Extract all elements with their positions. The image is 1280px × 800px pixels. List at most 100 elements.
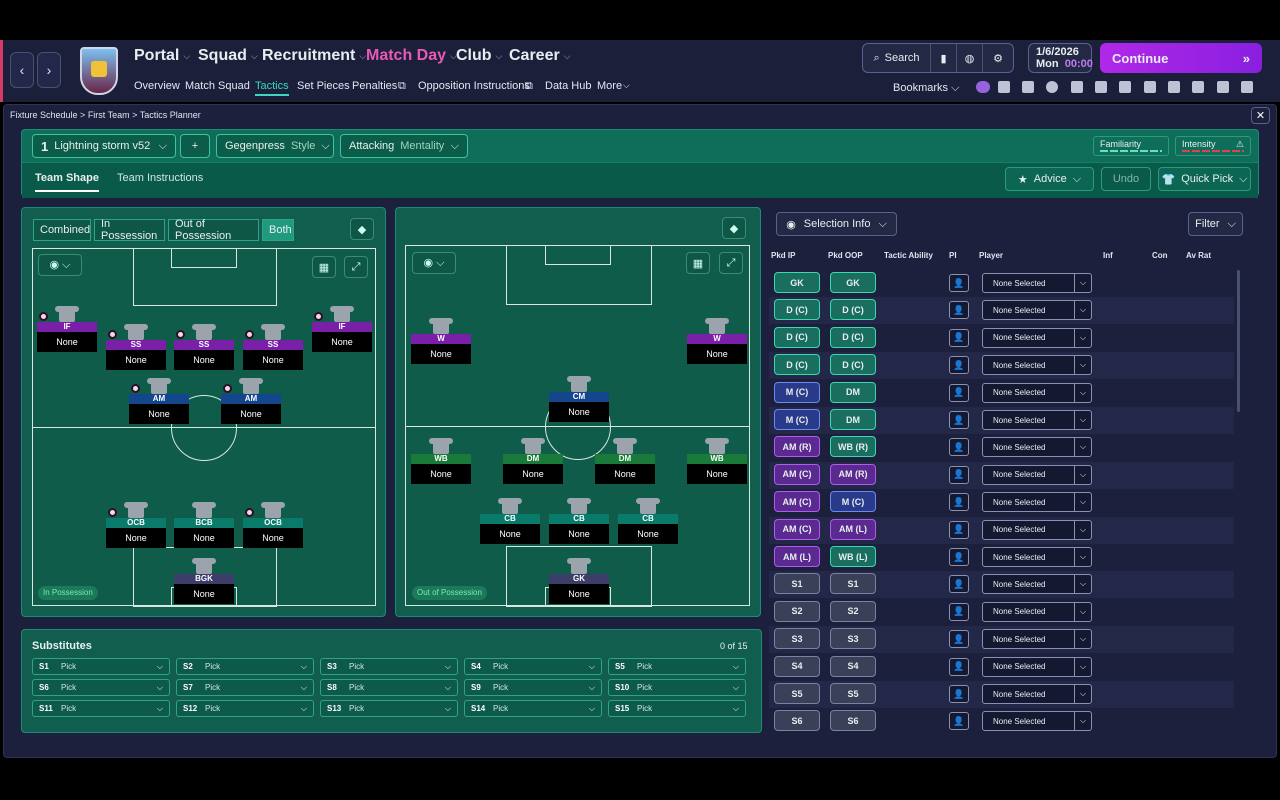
substitute-slot[interactable]: S6 Pick ⌵ — [32, 679, 170, 696]
add-tactic-button[interactable]: + — [180, 134, 210, 158]
picked-oop-position[interactable]: S3 — [830, 628, 876, 650]
player-select[interactable]: None Selected ⌵ — [982, 547, 1092, 567]
bookmark-badge-icon[interactable] — [976, 81, 990, 93]
picked-oop-position[interactable]: D (C) — [830, 326, 876, 348]
menu-match-day[interactable]: Match Day ⌵ — [366, 47, 457, 65]
substitute-slot[interactable]: S3 Pick ⌵ — [320, 658, 458, 675]
player-card[interactable]: AM None — [221, 378, 281, 426]
picked-oop-position[interactable]: DM — [830, 409, 876, 430]
player-select[interactable]: None Selected ⌵ — [982, 711, 1092, 732]
filter-dropdown[interactable]: Filter ⌵ — [1188, 212, 1243, 236]
menu-recruitment[interactable]: Recruitment ⌵ — [262, 47, 366, 65]
player-select[interactable]: None Selected ⌵ — [982, 327, 1092, 348]
player-instructions-button[interactable]: 👤 — [949, 630, 969, 649]
picked-oop-position[interactable]: AM (L) — [830, 518, 876, 540]
picked-ip-position[interactable]: AM (C) — [774, 491, 820, 513]
substitute-slot[interactable]: S10 Pick ⌵ — [608, 679, 746, 696]
player-instructions-button[interactable]: 👤 — [949, 493, 969, 512]
notifications-button[interactable]: ◍ — [957, 44, 983, 72]
undo-button[interactable]: Undo — [1101, 167, 1151, 191]
formation-button[interactable]: ◆ — [722, 217, 746, 239]
picked-oop-position[interactable]: WB (R) — [830, 436, 876, 458]
player-select[interactable]: None Selected ⌵ — [982, 656, 1092, 677]
medical-icon[interactable] — [1095, 81, 1107, 93]
expand-button[interactable]: ⤢ — [719, 252, 743, 274]
picked-oop-position[interactable]: S1 — [830, 573, 876, 595]
column-header[interactable]: Pkd IP — [771, 251, 796, 260]
calendar-icon[interactable] — [1217, 81, 1229, 93]
view-in-possession[interactable]: In Possession — [94, 218, 165, 242]
picked-ip-position[interactable]: D (C) — [774, 354, 820, 376]
substitute-slot[interactable]: S7 Pick ⌵ — [176, 679, 314, 696]
player-instructions-button[interactable]: 👤 — [949, 602, 969, 621]
player-select[interactable]: None Selected ⌵ — [982, 684, 1092, 704]
picked-oop-position[interactable]: M (C) — [830, 491, 876, 513]
player-select[interactable]: None Selected ⌵ — [982, 300, 1092, 321]
player-instructions-button[interactable]: 👤 — [949, 356, 969, 375]
player-card[interactable]: SS None — [243, 324, 303, 372]
report-icon[interactable] — [1144, 81, 1156, 93]
picked-ip-position[interactable]: AM (C) — [774, 463, 820, 485]
notes-icon[interactable] — [1022, 81, 1034, 93]
submenu-overview[interactable]: Overview — [134, 80, 180, 92]
picked-ip-position[interactable]: S5 — [774, 683, 820, 704]
picked-ip-position[interactable]: AM (C) — [774, 518, 820, 540]
player-card[interactable]: CB None — [618, 498, 678, 546]
settings-button[interactable]: ⚙ — [983, 44, 1013, 72]
player-card[interactable]: W None — [687, 318, 747, 366]
visibility-toggle[interactable]: ◉ ⌵ — [412, 252, 456, 274]
player-select[interactable]: None Selected ⌵ — [982, 574, 1092, 595]
player-instructions-button[interactable]: 👤 — [949, 274, 969, 292]
column-header[interactable]: Pkd OOP — [828, 251, 863, 260]
player-card[interactable]: IF None — [312, 306, 372, 354]
megaphone-icon[interactable] — [1168, 81, 1180, 93]
picked-ip-position[interactable]: M (C) — [774, 381, 820, 403]
player-card[interactable]: W None — [411, 318, 471, 366]
player-instructions-button[interactable]: 👤 — [949, 465, 969, 484]
player-instructions-button[interactable]: 👤 — [949, 548, 969, 566]
picked-oop-position[interactable]: D (C) — [830, 299, 876, 321]
player-select[interactable]: None Selected ⌵ — [982, 601, 1092, 622]
clipboard-icon[interactable] — [1241, 81, 1253, 93]
substitute-slot[interactable]: S4 Pick ⌵ — [464, 658, 602, 675]
staff-icon[interactable] — [1119, 81, 1131, 93]
picked-ip-position[interactable]: D (C) — [774, 299, 820, 321]
player-card[interactable]: SS None — [106, 324, 166, 372]
player-instructions-button[interactable]: 👤 — [949, 438, 969, 457]
picked-oop-position[interactable]: S2 — [830, 600, 876, 622]
shirt-icon[interactable] — [998, 81, 1010, 93]
menu-club[interactable]: Club ⌵ — [456, 47, 502, 65]
intensity-gauge[interactable]: Intensity ⚠ — [1175, 136, 1251, 156]
player-instructions-button[interactable]: 👤 — [949, 575, 969, 594]
substitute-slot[interactable]: S12 Pick ⌵ — [176, 700, 314, 717]
selection-info-dropdown[interactable]: ◉ Selection Info ⌵ — [776, 212, 897, 236]
player-instructions-button[interactable]: 👤 — [949, 657, 969, 676]
player-select[interactable]: None Selected ⌵ — [982, 519, 1092, 540]
column-header[interactable]: PI — [949, 251, 957, 260]
view-both[interactable]: Both — [262, 219, 294, 241]
view-out-of-possession[interactable]: Out of Possession — [168, 218, 259, 242]
refresh-icon[interactable] — [1046, 81, 1058, 93]
continue-button[interactable]: Continue » — [1100, 43, 1262, 73]
player-card[interactable]: CM None — [549, 376, 609, 424]
submenu-penalties[interactable]: Penalties — [352, 80, 398, 92]
picked-ip-position[interactable]: AM (L) — [774, 546, 820, 567]
picked-oop-position[interactable]: DM — [830, 381, 876, 403]
player-select[interactable]: None Selected ⌵ — [982, 382, 1092, 403]
player-card[interactable]: WB None — [687, 438, 747, 486]
advice-button[interactable]: ★ Advice ⌵ — [1005, 167, 1094, 191]
grid-button[interactable]: ▦ — [312, 256, 336, 278]
submenu-data-hub[interactable]: Data Hub — [545, 80, 592, 92]
substitute-slot[interactable]: S9 Pick ⌵ — [464, 679, 602, 696]
back-button[interactable]: ‹ — [10, 52, 34, 88]
player-instructions-button[interactable]: 👤 — [949, 520, 969, 539]
submenu-opposition-instructions[interactable]: Opposition Instructions — [418, 80, 530, 92]
scout-icon[interactable] — [1192, 81, 1204, 93]
picked-ip-position[interactable]: S6 — [774, 710, 820, 732]
familiarity-gauge[interactable]: Familiarity — [1093, 136, 1169, 156]
player-card[interactable]: DM None — [595, 438, 655, 486]
forward-button[interactable]: › — [37, 52, 61, 88]
grid-button[interactable]: ▦ — [686, 252, 710, 274]
picked-ip-position[interactable]: D (C) — [774, 326, 820, 348]
picked-ip-position[interactable]: S3 — [774, 628, 820, 650]
